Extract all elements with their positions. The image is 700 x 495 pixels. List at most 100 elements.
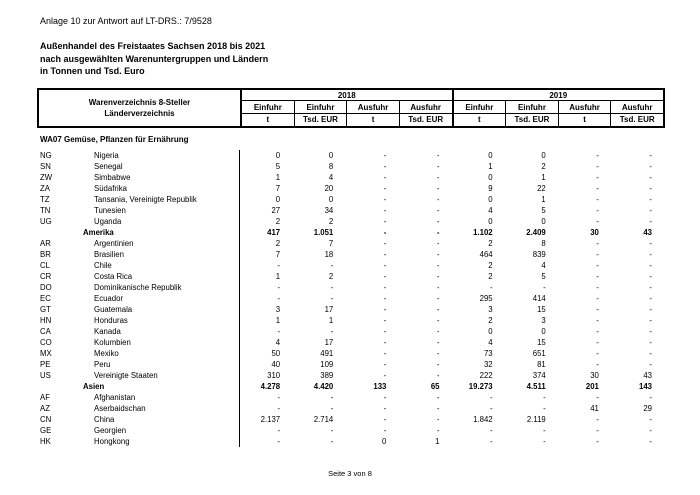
value-cell: -	[596, 338, 599, 347]
value-cell: 19.273	[468, 382, 493, 391]
value-cell: 0	[275, 151, 281, 160]
country-name: Georgien	[94, 426, 127, 435]
value-cell: 4	[328, 173, 334, 182]
col-header-2019-einfuhr-eur: Einfuhr	[506, 101, 559, 114]
table-header: Warenverzeichnis 8-Steller Länderverzeic…	[37, 88, 665, 128]
value-cell: -	[436, 162, 440, 171]
value-cell: -	[383, 426, 387, 435]
value-cell: -	[383, 250, 387, 259]
country-name: Costa Rica	[94, 272, 133, 281]
country-code: BR	[40, 250, 51, 259]
value-cell: 3	[275, 305, 281, 314]
value-cell: -	[383, 261, 387, 270]
value-cell: -	[383, 228, 387, 237]
value-cell: 41	[590, 404, 599, 413]
country-name: Guatemala	[94, 305, 133, 314]
value-cell: 4	[488, 338, 493, 347]
value-cell: -	[649, 151, 652, 160]
value-cell: -	[383, 184, 387, 193]
country-label-cell: AF Afghanistan	[37, 392, 240, 403]
country-code: ZW	[40, 173, 53, 182]
value-cell: -	[436, 250, 440, 259]
value-cell: 414	[532, 294, 546, 303]
country-name: Uganda	[94, 217, 122, 226]
country-label-cell: Asien	[37, 381, 240, 392]
value-cell: 73	[483, 349, 493, 358]
value-cell: -	[383, 404, 387, 413]
country-name: Honduras	[94, 316, 128, 325]
year-2019-unit-labels: t Tsd. EUR t Tsd. EUR	[454, 114, 664, 126]
country-row: HN Honduras 1 1 - - 2 3 - -	[37, 315, 665, 326]
value-cell: 491	[320, 349, 334, 358]
unit-2018-ausfuhr-t: t	[347, 114, 400, 126]
country-row: AZ Aserbaidschan - - - - - - 41 29	[37, 403, 665, 414]
country-label-cell: CR Costa Rica	[37, 271, 240, 282]
value-cell: 0	[328, 195, 334, 204]
value-cell: -	[490, 437, 493, 446]
value-cell: 1	[435, 437, 440, 446]
value-cell: 2.714	[313, 415, 334, 424]
year-2018-unit-labels: t Tsd. EUR t Tsd. EUR	[242, 114, 452, 126]
country-code: CL	[40, 261, 50, 270]
value-cell: -	[383, 239, 387, 248]
country-row: EC Ecuador - - - - 295 414 - -	[37, 293, 665, 304]
value-cell: -	[596, 261, 599, 270]
value-cell: -	[277, 426, 281, 435]
value-cell: 201	[585, 382, 599, 391]
value-cell: -	[436, 371, 440, 380]
value-cell: -	[436, 360, 440, 369]
value-cell: 2	[488, 239, 493, 248]
country-row: ZA Südafrika 7 20 - - 9 22 - -	[37, 183, 665, 194]
year-2018-direction-labels: Einfuhr Einfuhr Ausfuhr Ausfuhr	[242, 101, 452, 114]
country-name: Asien	[83, 382, 105, 391]
country-row: TZ Tansania, Vereinigte Republik 0 0 - - 0 1 - -	[37, 194, 665, 205]
value-cell: 32	[483, 360, 493, 369]
value-cell: 1.102	[473, 228, 493, 237]
country-name: Kanada	[94, 327, 121, 336]
value-cell: -	[649, 327, 652, 336]
value-cell: 0	[541, 327, 546, 336]
value-cell: -	[596, 250, 599, 259]
country-label-cell: AZ Aserbaidschan	[37, 403, 240, 414]
country-row: BR Brasilien 7 18 - - 464 839 - -	[37, 249, 665, 260]
value-cell: 17	[324, 305, 334, 314]
value-cell: 29	[643, 404, 652, 413]
value-cell: 1	[275, 173, 281, 182]
value-cell: -	[649, 393, 652, 402]
value-cell: 2.137	[260, 415, 281, 424]
value-cell: -	[383, 316, 387, 325]
value-cell: -	[436, 338, 440, 347]
value-cell: 1	[275, 272, 281, 281]
year-label-2018: 2018	[242, 90, 452, 101]
value-cell: -	[330, 426, 334, 435]
country-label-cell: NG Nigeria	[37, 150, 240, 161]
unit-2019-ausfuhr-eur: Tsd. EUR	[619, 115, 655, 124]
value-cell: 3	[488, 305, 493, 314]
col-header-2019-einfuhr-t: Einfuhr	[453, 101, 507, 114]
col-header-2018-ausfuhr-t: Ausfuhr	[347, 101, 400, 114]
value-cell: -	[649, 426, 652, 435]
year-label-2019: 2019	[453, 90, 663, 101]
value-cell: -	[330, 283, 334, 292]
value-cell: -	[436, 327, 440, 336]
country-label-cell: TN Tunesien	[37, 205, 240, 216]
value-cell: 0	[488, 151, 493, 160]
value-cell: -	[596, 239, 599, 248]
value-cell: 222	[479, 371, 493, 380]
country-row: US Vereinigte Staaten 310 389 - - 222 374 30 43	[37, 370, 665, 381]
value-cell: 30	[590, 228, 599, 237]
col-header-2019-ausfuhr-eur: Ausfuhr	[611, 101, 663, 114]
country-code: AR	[40, 239, 51, 248]
country-label-cell: ZA Südafrika	[37, 183, 240, 194]
value-cell: -	[383, 327, 387, 336]
value-cell: -	[330, 393, 334, 402]
country-label-cell: EC Ecuador	[37, 293, 240, 304]
country-code: CN	[40, 415, 52, 424]
value-cell: 8	[328, 162, 334, 171]
country-name: Nigeria	[94, 151, 119, 160]
country-row: HK Hongkong - - 0 1 - - - -	[37, 436, 665, 447]
value-cell: 1	[541, 173, 546, 182]
table-rows: NG Nigeria 0 0 - - 0 0 - - SN Senegal 5 8 - - 1 2 - - ZW Simb…	[37, 150, 665, 447]
value-cell: -	[649, 360, 652, 369]
